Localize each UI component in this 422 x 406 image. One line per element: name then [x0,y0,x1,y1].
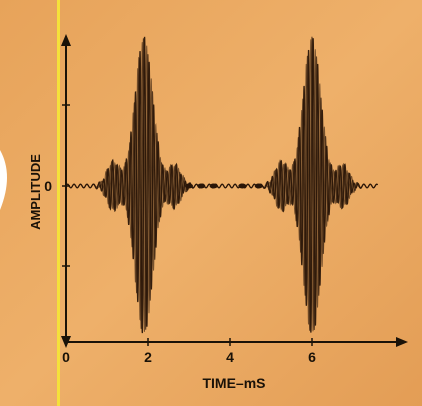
baseline-bead [209,183,218,189]
y-axis-arrow-up [61,34,71,46]
x-axis-label: TIME–mS [202,375,265,391]
baseline-bead [185,183,193,189]
waveform-trace [65,36,379,334]
baseline-bead [254,183,263,189]
y-axis-label: AMPLITUDE [28,154,43,230]
waveform-path-2 [65,39,378,332]
x-tick-label-2: 2 [144,349,152,365]
x-tick-label-6: 6 [308,349,316,365]
x-axis-arrow [396,337,408,347]
x-tick-label-4: 4 [226,349,234,365]
baseline-bead [197,183,206,189]
baseline-bead [238,183,247,189]
x-tick-label-0: 0 [62,349,70,365]
x-ticks: 0 2 4 6 [62,338,316,365]
page-edge-notch [0,150,7,210]
left-border-stripe [57,0,60,406]
y-tick-label-0: 0 [44,178,52,194]
